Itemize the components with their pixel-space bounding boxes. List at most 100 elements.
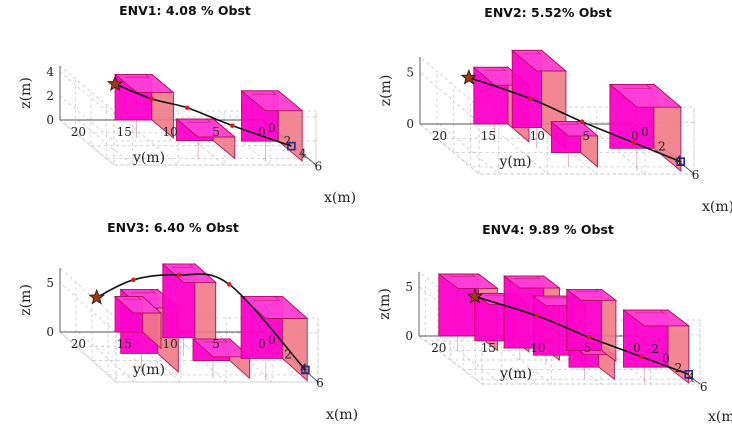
grid-line-x xyxy=(436,71,652,139)
y-tick-label: 15 xyxy=(117,337,132,351)
grid-line-x xyxy=(105,104,309,160)
obstacle-box xyxy=(240,89,304,163)
x-tick-label: 4 xyxy=(300,362,308,376)
obstacle-box xyxy=(608,83,683,173)
z-tick-label: 0 xyxy=(46,325,54,339)
trajectory xyxy=(88,272,310,375)
trajectory xyxy=(106,75,296,151)
y-tick-label: 0 xyxy=(631,129,639,143)
obstacle-box xyxy=(510,49,568,150)
y-tick-label: 20 xyxy=(432,129,447,143)
obstacle-box xyxy=(113,73,175,139)
y-tick-label: 10 xyxy=(530,129,545,143)
box-inner-edge xyxy=(123,296,142,300)
x-tick-label: 0 xyxy=(641,125,649,139)
y-tick-label: 20 xyxy=(71,337,86,351)
z-tick-label: 5 xyxy=(405,280,413,294)
grid-line-z xyxy=(419,72,694,123)
x-axis-label: x(m) xyxy=(708,409,732,425)
x-axis-label: x(m) xyxy=(326,407,358,423)
obstacle-box xyxy=(161,262,217,358)
subplot-env1: ENV1: 4.08 % Obst 20 15 10 5 0 0246024y(m)x(m… xyxy=(18,3,356,206)
axis-labels: y(m) x(m) z(m) xyxy=(378,75,732,215)
obstacle-box xyxy=(622,309,691,384)
x-axis-label: x(m) xyxy=(324,190,356,206)
x-tick-label: 0 xyxy=(662,351,670,365)
z-axis-label: z(m) xyxy=(377,288,393,320)
box-face-top xyxy=(550,121,599,137)
box-face-top xyxy=(113,296,163,314)
box-inner-edge xyxy=(622,84,652,89)
y-tick-label: 15 xyxy=(481,341,496,355)
z-tick-label: 5 xyxy=(406,65,414,79)
grid-line-z xyxy=(59,331,318,383)
start-marker xyxy=(88,288,105,305)
x-tick-label: 4 xyxy=(299,147,307,161)
subplot-title: ENV3: 6.40 % Obst xyxy=(107,220,239,235)
obstacle-box xyxy=(565,288,618,363)
obstacles xyxy=(113,73,304,163)
goal-marker xyxy=(301,365,310,375)
waypoint-marker xyxy=(230,123,235,128)
waypoint-marker xyxy=(631,140,637,146)
x-tick-label: 2 xyxy=(658,139,666,153)
z-tick-label: 0 xyxy=(406,117,414,131)
grid-line-z xyxy=(418,335,700,385)
subplot-title: ENV2: 5.52% Obst xyxy=(484,5,611,20)
box-inner-edge xyxy=(203,338,228,343)
y-tick-label: 10 xyxy=(530,341,545,355)
x-tick-label: 2 xyxy=(284,347,292,361)
waypoint-marker xyxy=(639,354,644,360)
x-tick-label: 6 xyxy=(316,376,324,390)
box-face-top xyxy=(161,263,217,283)
start-marker xyxy=(466,287,484,304)
obstacles xyxy=(472,49,683,173)
box-face-top xyxy=(437,273,499,289)
y-axis-label: y(m) xyxy=(499,366,532,382)
y-tick-label: 5 xyxy=(584,341,592,355)
x-tick-label: -2 xyxy=(647,342,659,356)
y-tick-label: 20 xyxy=(71,125,86,139)
x-tick-label: 2 xyxy=(284,134,292,148)
box-face-top xyxy=(239,295,309,319)
x-tick-label: 0 xyxy=(268,121,276,135)
box-inner-edge xyxy=(483,67,507,71)
start-marker xyxy=(106,75,124,92)
box-inner-edge xyxy=(187,118,212,123)
box-face-top xyxy=(622,309,691,327)
y-tick-label: 5 xyxy=(212,125,220,139)
grid-line-x xyxy=(470,99,686,168)
goal-marker xyxy=(684,369,694,379)
obstacle-box xyxy=(550,120,599,168)
box-inner-edge xyxy=(172,263,194,268)
y-tick-label: 5 xyxy=(212,337,220,351)
axis-labels: y(m) x(m) z(m) xyxy=(377,288,732,425)
y-tick-label: 15 xyxy=(117,125,132,139)
x-tick-label: 6 xyxy=(700,380,708,394)
goal-marker xyxy=(287,141,296,151)
box-inner-edge xyxy=(521,50,542,55)
box-inner-edge xyxy=(514,275,541,279)
z-tick-label: 4 xyxy=(46,65,54,79)
z-axis-label: z(m) xyxy=(378,75,394,107)
y-tick-label: 0 xyxy=(258,125,266,139)
grid-line-x xyxy=(107,310,310,376)
box-inner-edge xyxy=(131,289,156,294)
grid-line-y xyxy=(439,107,499,175)
start-marker xyxy=(460,68,478,85)
waypoint-marker xyxy=(579,119,585,125)
box-face-top xyxy=(608,83,683,108)
y-tick-label: 15 xyxy=(481,129,496,143)
goal-marker xyxy=(676,157,685,167)
box-inner-edge xyxy=(125,74,150,78)
waypoint-marker xyxy=(177,272,182,278)
box-face-top xyxy=(502,275,561,289)
box-face-top xyxy=(240,90,304,112)
obstacles xyxy=(437,273,691,384)
x-tick-label: 4 xyxy=(687,371,695,385)
y-tick-label: 10 xyxy=(163,337,178,351)
z-tick-label: 0 xyxy=(46,113,54,127)
x-axis-label: x(m) xyxy=(702,199,732,215)
